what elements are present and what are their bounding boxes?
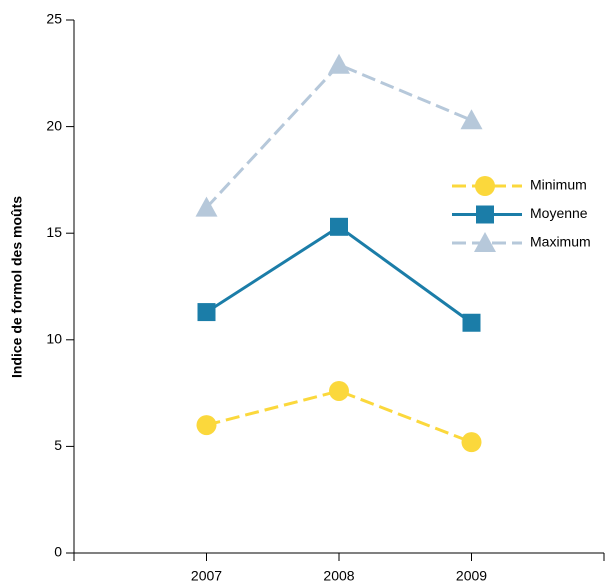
legend-marker <box>476 205 494 224</box>
series-line <box>205 62 473 209</box>
marker <box>196 415 217 436</box>
legend-marker <box>474 232 496 252</box>
legend-marker <box>475 176 495 196</box>
x-tick-label: 2009 <box>456 568 487 584</box>
y-tick-label: 20 <box>46 117 62 133</box>
marker <box>461 432 482 453</box>
y-tick-label: 5 <box>54 437 62 453</box>
x-tick-label: 2007 <box>191 568 222 584</box>
marker <box>462 313 481 332</box>
marker <box>460 109 483 130</box>
legend-label: Moyenne <box>530 205 588 221</box>
marker <box>329 380 349 401</box>
marker <box>330 217 348 236</box>
series-line <box>205 224 473 324</box>
y-tick-label: 10 <box>46 331 62 347</box>
y-tick-label: 0 <box>54 544 62 560</box>
y-tick-label: 15 <box>46 224 62 240</box>
marker <box>328 53 350 74</box>
marker <box>197 303 216 322</box>
legend-label: Maximum <box>530 234 591 250</box>
x-tick-label: 2008 <box>323 568 354 584</box>
y-tick-label: 25 <box>46 11 62 27</box>
marker <box>195 196 218 217</box>
series-line <box>206 389 473 444</box>
y-axis-label: Indice de formol des moûts <box>9 196 25 378</box>
legend-label: Minimum <box>530 177 587 193</box>
